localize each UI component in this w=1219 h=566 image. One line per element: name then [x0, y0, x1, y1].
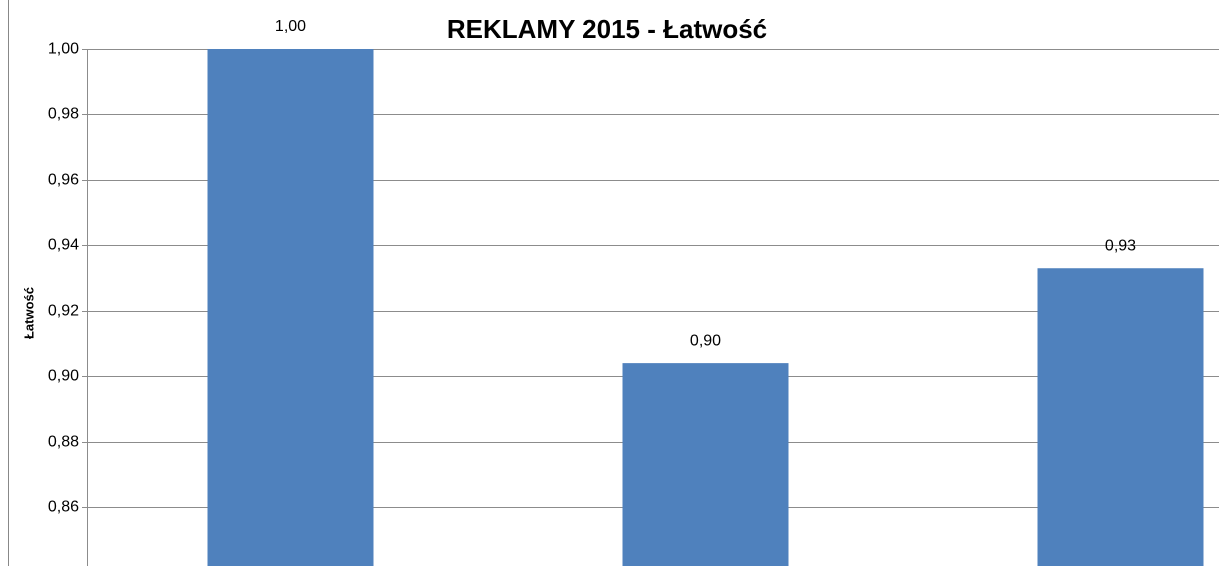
y-tick-label: 0,88 — [48, 434, 79, 451]
y-tick-label: 0,94 — [48, 237, 79, 254]
bar — [622, 363, 789, 566]
value-label: 1,00 — [275, 18, 306, 35]
y-tick-label: 0,86 — [48, 499, 79, 516]
bar — [207, 49, 374, 566]
value-label: 0,90 — [690, 332, 721, 349]
chart-title: REKLAMY 2015 - Łatwość — [447, 14, 767, 44]
y-tick-label: 0,98 — [48, 106, 79, 123]
y-tick-label: 0,90 — [48, 368, 79, 385]
y-tick-label: 0,96 — [48, 172, 79, 189]
value-label: 0,93 — [1105, 237, 1136, 254]
bar — [1037, 268, 1204, 566]
y-axis-label: Łatwość — [21, 287, 36, 339]
y-tick-label: 0,92 — [48, 303, 79, 320]
y-tick-label: 1,00 — [48, 41, 79, 58]
